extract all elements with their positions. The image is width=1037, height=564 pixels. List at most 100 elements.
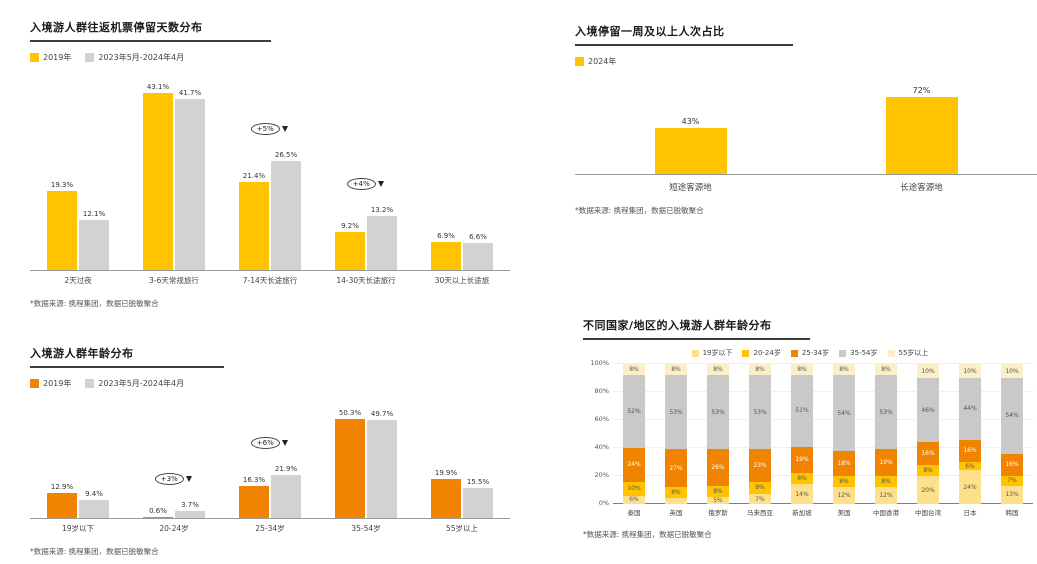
legend-label: 20-24岁: [753, 349, 781, 357]
stack-segment: 8%: [623, 364, 645, 376]
bar: [79, 220, 109, 270]
bar-group: 19.3% 12.1%: [30, 71, 126, 270]
stack-segment: 9%: [749, 481, 771, 495]
stacked-bar-column: 13% 7% 16% 54% 10%: [991, 364, 1033, 504]
bar-value-label: 3.7%: [181, 500, 199, 509]
category-label: 25-34岁: [255, 524, 285, 533]
bar-with-value: 49.7%: [367, 410, 397, 518]
stacked-bar: 6% 10% 24% 52% 8%: [623, 364, 645, 504]
stack-segment: 54%: [833, 375, 855, 451]
stack-segment: 14%: [791, 484, 813, 504]
stacked-bar-column: 5% 8% 26% 53% 8%: [697, 364, 739, 504]
bar-plot-area: 12.9% 9.4% 0.6% 3.7% +3% 16.3% 21.9% +6% 50.3% 49…: [30, 397, 510, 519]
gridline: [613, 419, 1033, 420]
bar-with-value: 0.6%: [143, 507, 173, 518]
stack-segment: 8%: [875, 364, 897, 376]
stack-segment: 8%: [875, 476, 897, 488]
legend-label: 19岁以下: [702, 349, 733, 357]
bar-value-label: 49.7%: [370, 410, 394, 419]
stack-segment: 8%: [791, 473, 813, 485]
stacked-bar-column: 14% 8% 19% 51% 8%: [781, 364, 823, 504]
data-source-note: *数据来源: 携程集团，数据已脱敏聚合: [30, 547, 159, 556]
category-label: 14-30天长途旅行: [336, 276, 396, 285]
y-axis-tick: 100%: [590, 359, 609, 367]
bar: [335, 232, 365, 270]
stacked-bar: 12% 8% 19% 53% 8%: [875, 364, 897, 504]
category-axis: 2天过夜 3-6天常规旅行 7-14天长途旅行 14-30天长途旅行 30天以上长途旅: [30, 271, 510, 286]
stack-segment: 44%: [959, 378, 981, 440]
chart-panel-age-distribution: 入境游人群年龄分布 2019年 2023年5月-2024年4月 12.9% 9.4%…: [30, 342, 510, 557]
legend-item: 35-54岁: [839, 348, 878, 358]
legend-swatch: [691, 349, 699, 357]
bar-group: 0.6% 3.7% +3%: [126, 397, 222, 518]
bar-value-label: 72%: [912, 86, 931, 95]
legend-label: 25-34岁: [801, 349, 830, 357]
legend-swatch: [887, 349, 895, 357]
bar-with-value: 9.2%: [335, 222, 365, 270]
stacked-bar: 5% 8% 26% 53% 8%: [707, 364, 729, 504]
bar: [271, 474, 301, 518]
bar-value-label: 6.9%: [437, 231, 455, 240]
stacked-bar-column: 6% 10% 24% 52% 8%: [613, 364, 655, 504]
stacked-bar-column: 12% 8% 18% 54% 8%: [823, 364, 865, 504]
stack-segment: 19%: [875, 449, 897, 477]
stack-segment: 7%: [749, 494, 771, 504]
stack-segment: 5%: [707, 497, 729, 504]
bar-group: 50.3% 49.7%: [318, 397, 414, 518]
category-label: 中国香港: [873, 509, 899, 517]
data-source-note: *数据来源: 携程集团，数据已脱敏聚合: [583, 530, 712, 539]
legend-item: 55岁以上: [887, 348, 928, 358]
stack-segment: 51%: [791, 375, 813, 447]
stack-segment: 23%: [749, 449, 771, 482]
category-label: 马来西亚: [747, 509, 773, 517]
category-label: 泰国: [627, 509, 641, 517]
bar-with-value: 13.2%: [367, 206, 397, 270]
bar-with-value: 15.5%: [463, 478, 493, 518]
legend-swatch: [790, 349, 798, 357]
stacked-bar: 20% 8% 16% 46% 10%: [917, 364, 939, 504]
bar-with-value: 6.9%: [431, 232, 461, 270]
bar-value-label: 0.6%: [149, 506, 167, 515]
bar-with-value: 9.4%: [79, 490, 109, 518]
category-label: 日本: [963, 509, 977, 517]
stacked-bar-column: 7% 9% 23% 53% 8%: [739, 364, 781, 504]
bar-with-value: 43.1%: [143, 83, 173, 270]
bar-with-value: 3.7%: [175, 501, 205, 518]
legend-swatch: [85, 53, 95, 62]
bar-value-label: 19.3%: [50, 180, 74, 189]
bar-value-label: 19.9%: [434, 468, 458, 477]
bar-group: 72%: [806, 75, 1037, 174]
chart-title: 入境游人群年龄分布: [30, 345, 224, 368]
stack-segment: 10%: [1001, 364, 1023, 379]
bar: [239, 182, 269, 270]
stack-segment: 8%: [833, 364, 855, 376]
stack-segment: 20%: [917, 476, 939, 504]
stack-segment: 54%: [1001, 378, 1023, 454]
chart-panel-week-plus-share: 入境停留一周及以上人次占比 2024年 43% 72% 短途客源地 长途客源地 *数…: [575, 20, 1037, 216]
bar-with-value: 12.1%: [79, 210, 109, 270]
stack-segment: 8%: [791, 364, 813, 376]
bar: [143, 93, 173, 270]
annotation-label: +3%: [154, 472, 184, 485]
data-source-note: *数据来源: 携程集团，数据已脱敏聚合: [30, 299, 159, 308]
bar: [367, 420, 397, 518]
category-label: 20-24岁: [159, 524, 189, 533]
bar-value-label: 9.2%: [341, 222, 359, 231]
bar-value-label: 21.4%: [242, 172, 266, 181]
chart-legend: 2024年: [575, 56, 1037, 67]
stack-segment: 12%: [875, 487, 897, 504]
bar-plot-area: 19.3% 12.1% 43.1% 41.7% 21.4% 26.5% +5% 9.2% 13.…: [30, 71, 510, 271]
bar-value-label: 26.5%: [274, 151, 298, 160]
gridline: [613, 363, 1033, 364]
stack-segment: 6%: [623, 495, 645, 504]
bar-value-label: 43.1%: [146, 83, 170, 91]
bar-group: 16.3% 21.9% +6%: [222, 397, 318, 518]
stacked-bar: 24% 6% 16% 44% 10%: [959, 364, 981, 504]
stacked-bar-column: 24% 6% 16% 44% 10%: [949, 364, 991, 504]
category-axis: 泰国 英国 俄罗斯 马来西亚 新加坡 美国 中国香港 中国台湾 日本 韩国: [613, 504, 1033, 517]
stack-segment: 7%: [1001, 476, 1023, 486]
legend-swatch: [30, 379, 39, 388]
stack-segment: 8%: [707, 485, 729, 497]
y-axis-tick: 0%: [598, 499, 609, 507]
change-annotation: +5%: [250, 116, 288, 136]
